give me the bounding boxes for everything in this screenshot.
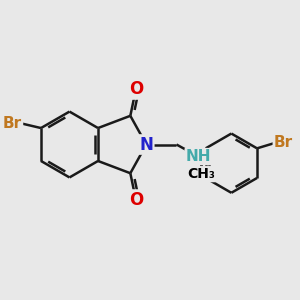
- Text: CH₃: CH₃: [188, 167, 215, 181]
- Text: Br: Br: [274, 135, 293, 150]
- Text: Br: Br: [3, 116, 22, 131]
- Text: N: N: [140, 136, 153, 154]
- Text: NH: NH: [186, 149, 211, 164]
- Text: O: O: [129, 190, 143, 208]
- Text: O: O: [129, 80, 143, 98]
